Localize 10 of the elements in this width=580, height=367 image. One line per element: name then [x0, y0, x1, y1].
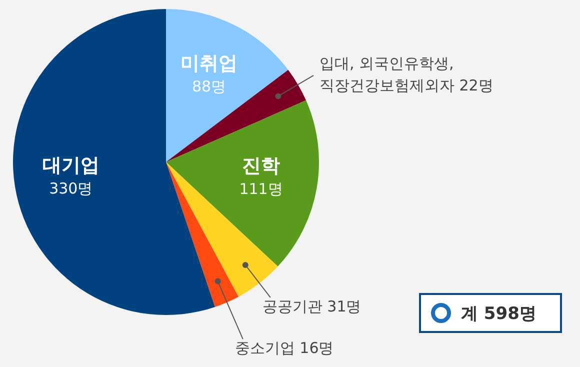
slice-label: 대기업 [42, 154, 100, 177]
slice-label: 미취업 [180, 52, 238, 75]
data-label: 88명 [192, 78, 226, 96]
slice-label: 중소기업 16명 [234, 338, 334, 357]
slice-label: 진학 [242, 155, 280, 178]
text: 계 598명 [461, 302, 536, 324]
slice-label: 입대, 외국인유학생, 직장건강보험제외자 22명 [319, 54, 494, 94]
data-label: 330명 [49, 180, 93, 198]
data-label: 111명 [239, 180, 283, 198]
slice-label: 공공기관 31명 [262, 297, 362, 316]
